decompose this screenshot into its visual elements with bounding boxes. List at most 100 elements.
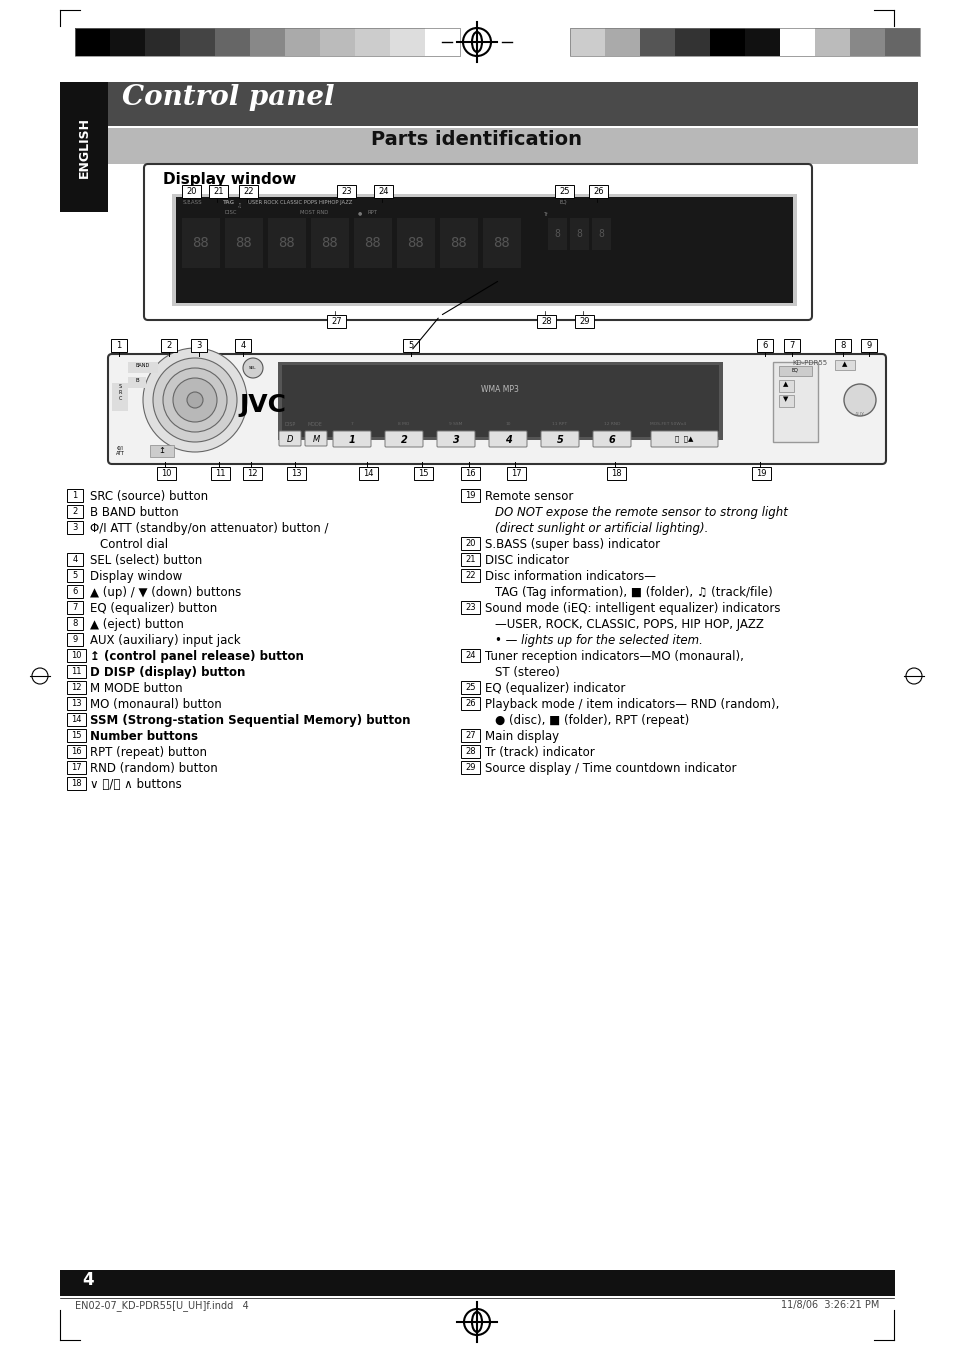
Text: 20: 20	[186, 187, 196, 196]
Text: ▼: ▼	[782, 396, 788, 402]
Text: BAND: BAND	[135, 362, 150, 368]
FancyBboxPatch shape	[460, 466, 479, 480]
Text: 7: 7	[72, 603, 77, 612]
Text: SSM (Strong-station Sequential Memory) button: SSM (Strong-station Sequential Memory) b…	[90, 714, 410, 727]
FancyBboxPatch shape	[460, 745, 479, 758]
Bar	[225, 218, 263, 268]
Text: S.BASS: S.BASS	[183, 200, 202, 206]
Text: 88: 88	[321, 237, 338, 250]
Text: ∨ ⏮/⏭ ∧ buttons: ∨ ⏮/⏭ ∧ buttons	[90, 777, 182, 791]
Text: 88: 88	[493, 237, 510, 250]
Text: 25: 25	[465, 683, 476, 692]
Text: 3: 3	[196, 341, 201, 350]
FancyBboxPatch shape	[211, 466, 230, 480]
Text: USER ROCK CLASSIC POPS HIPHOP JAZZ: USER ROCK CLASSIC POPS HIPHOP JAZZ	[248, 200, 352, 206]
Text: 21: 21	[465, 556, 476, 564]
FancyBboxPatch shape	[460, 698, 479, 710]
Bar	[592, 218, 610, 250]
Bar	[75, 28, 459, 55]
FancyBboxPatch shape	[460, 553, 479, 566]
Text: 4: 4	[240, 341, 245, 350]
Bar	[709, 28, 744, 55]
Text: 23: 23	[341, 187, 352, 196]
FancyBboxPatch shape	[67, 729, 86, 742]
Text: C: C	[118, 396, 122, 402]
FancyBboxPatch shape	[239, 185, 257, 197]
Bar	[214, 28, 250, 55]
Text: 5: 5	[408, 341, 414, 350]
Bar	[779, 395, 793, 407]
Text: 3: 3	[452, 435, 459, 445]
Text: ⏮  ⏭▲: ⏮ ⏭▲	[674, 435, 693, 442]
Text: 19: 19	[756, 469, 766, 479]
Text: M MODE button: M MODE button	[90, 681, 182, 695]
Text: Number buttons: Number buttons	[90, 730, 198, 744]
FancyBboxPatch shape	[182, 185, 201, 197]
FancyBboxPatch shape	[402, 339, 418, 352]
Text: 4: 4	[504, 435, 511, 445]
FancyBboxPatch shape	[157, 466, 175, 480]
FancyBboxPatch shape	[436, 431, 475, 448]
FancyBboxPatch shape	[757, 339, 772, 352]
Text: 29: 29	[465, 763, 476, 772]
FancyBboxPatch shape	[67, 633, 83, 646]
FancyBboxPatch shape	[67, 489, 83, 502]
Text: ♫: ♫	[236, 201, 242, 207]
FancyBboxPatch shape	[460, 602, 479, 614]
Bar	[355, 28, 390, 55]
Text: 14: 14	[71, 715, 82, 725]
Text: 88: 88	[450, 237, 467, 250]
Text: ▲: ▲	[841, 361, 847, 366]
Text: 17: 17	[71, 763, 82, 772]
Bar	[424, 28, 459, 55]
Text: (direct sunlight or artificial lighting).: (direct sunlight or artificial lighting)…	[495, 522, 708, 535]
Text: 29: 29	[578, 316, 589, 326]
Text: 12 RND: 12 RND	[603, 422, 619, 426]
Text: 22: 22	[465, 571, 476, 580]
Bar	[354, 218, 392, 268]
FancyBboxPatch shape	[67, 585, 83, 598]
Text: 9: 9	[865, 341, 871, 350]
Text: AUX (auxiliary) input jack: AUX (auxiliary) input jack	[90, 634, 240, 648]
Text: 28: 28	[465, 748, 476, 756]
FancyBboxPatch shape	[67, 617, 83, 630]
Bar	[128, 377, 146, 388]
Text: 10: 10	[505, 422, 510, 426]
Text: 10: 10	[161, 469, 172, 479]
FancyBboxPatch shape	[460, 761, 479, 773]
FancyBboxPatch shape	[67, 602, 83, 614]
FancyBboxPatch shape	[460, 537, 479, 550]
Bar	[814, 28, 849, 55]
Text: 88: 88	[407, 237, 424, 250]
Circle shape	[187, 392, 203, 408]
FancyBboxPatch shape	[555, 185, 574, 197]
Text: 13: 13	[71, 699, 82, 708]
Text: 19: 19	[465, 491, 476, 500]
Text: 9: 9	[72, 635, 77, 644]
Text: DISC: DISC	[225, 210, 237, 215]
FancyBboxPatch shape	[305, 431, 327, 446]
Text: 21: 21	[213, 187, 224, 196]
Bar	[482, 218, 520, 268]
FancyBboxPatch shape	[67, 777, 86, 790]
Text: 16: 16	[465, 469, 476, 479]
Text: 1: 1	[72, 491, 77, 500]
Text: DO NOT expose the remote sensor to strong light: DO NOT expose the remote sensor to stron…	[495, 506, 787, 519]
Bar	[779, 366, 811, 376]
Bar	[182, 218, 220, 268]
FancyBboxPatch shape	[751, 466, 770, 480]
Bar	[779, 380, 793, 392]
Text: ▲: ▲	[782, 381, 788, 387]
Bar	[180, 28, 214, 55]
Text: 5: 5	[556, 435, 563, 445]
Text: 23: 23	[465, 603, 476, 612]
Circle shape	[163, 368, 227, 433]
Bar	[250, 28, 285, 55]
Text: 11: 11	[71, 667, 82, 676]
Text: D DISP (display) button: D DISP (display) button	[90, 667, 245, 679]
Text: ST (stereo): ST (stereo)	[495, 667, 559, 679]
FancyBboxPatch shape	[606, 466, 625, 480]
Text: D: D	[287, 435, 293, 443]
Text: EN02-07_KD-PDR55[U_UH]f.indd   4: EN02-07_KD-PDR55[U_UH]f.indd 4	[75, 1301, 249, 1311]
FancyBboxPatch shape	[278, 431, 301, 446]
